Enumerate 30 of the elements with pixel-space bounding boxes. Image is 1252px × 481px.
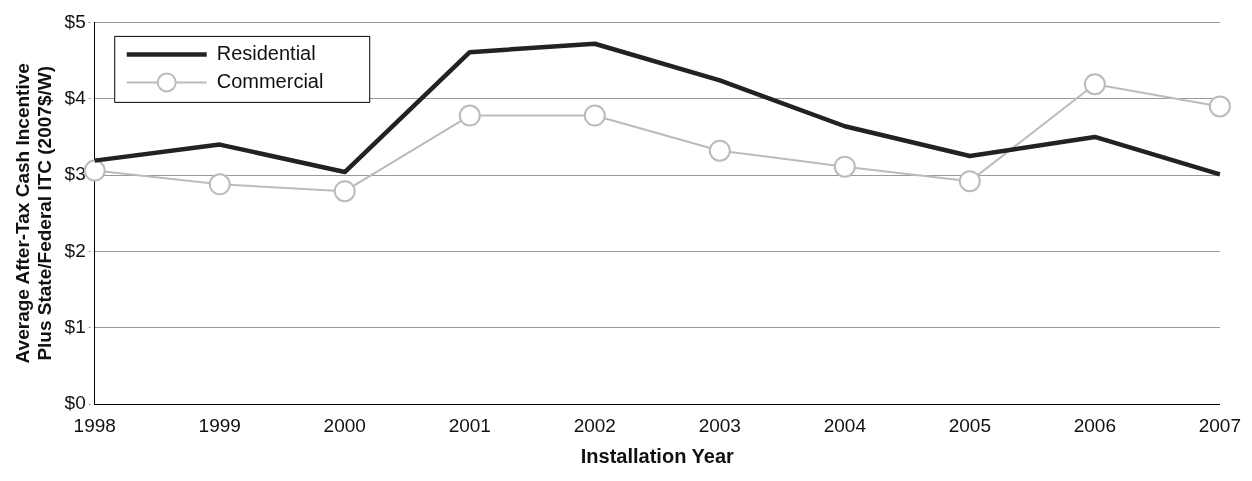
point (958, 170, 981, 193)
y-axis-title: Average After-Tax Cash Incentive Plus State/Federal ITC (2007$/W) (11, 63, 56, 364)
legend-label: Commercial (216, 69, 324, 92)
x-tick-label: 2000 (323, 414, 366, 436)
y-tick-label: $1 (64, 316, 86, 338)
legend-label: Residential (216, 41, 316, 64)
x-tick-label: 2001 (448, 414, 491, 436)
point (833, 155, 856, 178)
x-axis-title: Installation Year (580, 444, 735, 467)
y-tick-label: $5 (64, 10, 86, 32)
x-tick-label: 1999 (198, 414, 241, 436)
point (708, 139, 731, 162)
x-tick-label: 2006 (1073, 414, 1116, 436)
point (83, 159, 106, 182)
point (1208, 95, 1231, 118)
point (458, 104, 481, 127)
x-tick-label: 2003 (698, 414, 741, 436)
point (208, 173, 231, 196)
point (333, 180, 356, 203)
x-tick-label: 2007 (1198, 414, 1242, 436)
x-tick-label: 1998 (73, 414, 116, 436)
y-tick-label: $0 (64, 392, 86, 414)
y-tick-label: $3 (64, 163, 86, 185)
point (1083, 73, 1106, 96)
x-tick-label: 2005 (948, 414, 991, 436)
x-tick-label: 2004 (823, 414, 867, 436)
y-tick-label: $2 (64, 239, 86, 261)
point (583, 104, 606, 127)
x-tick-label: 2002 (573, 414, 616, 436)
y-tick-label: $4 (64, 86, 87, 108)
